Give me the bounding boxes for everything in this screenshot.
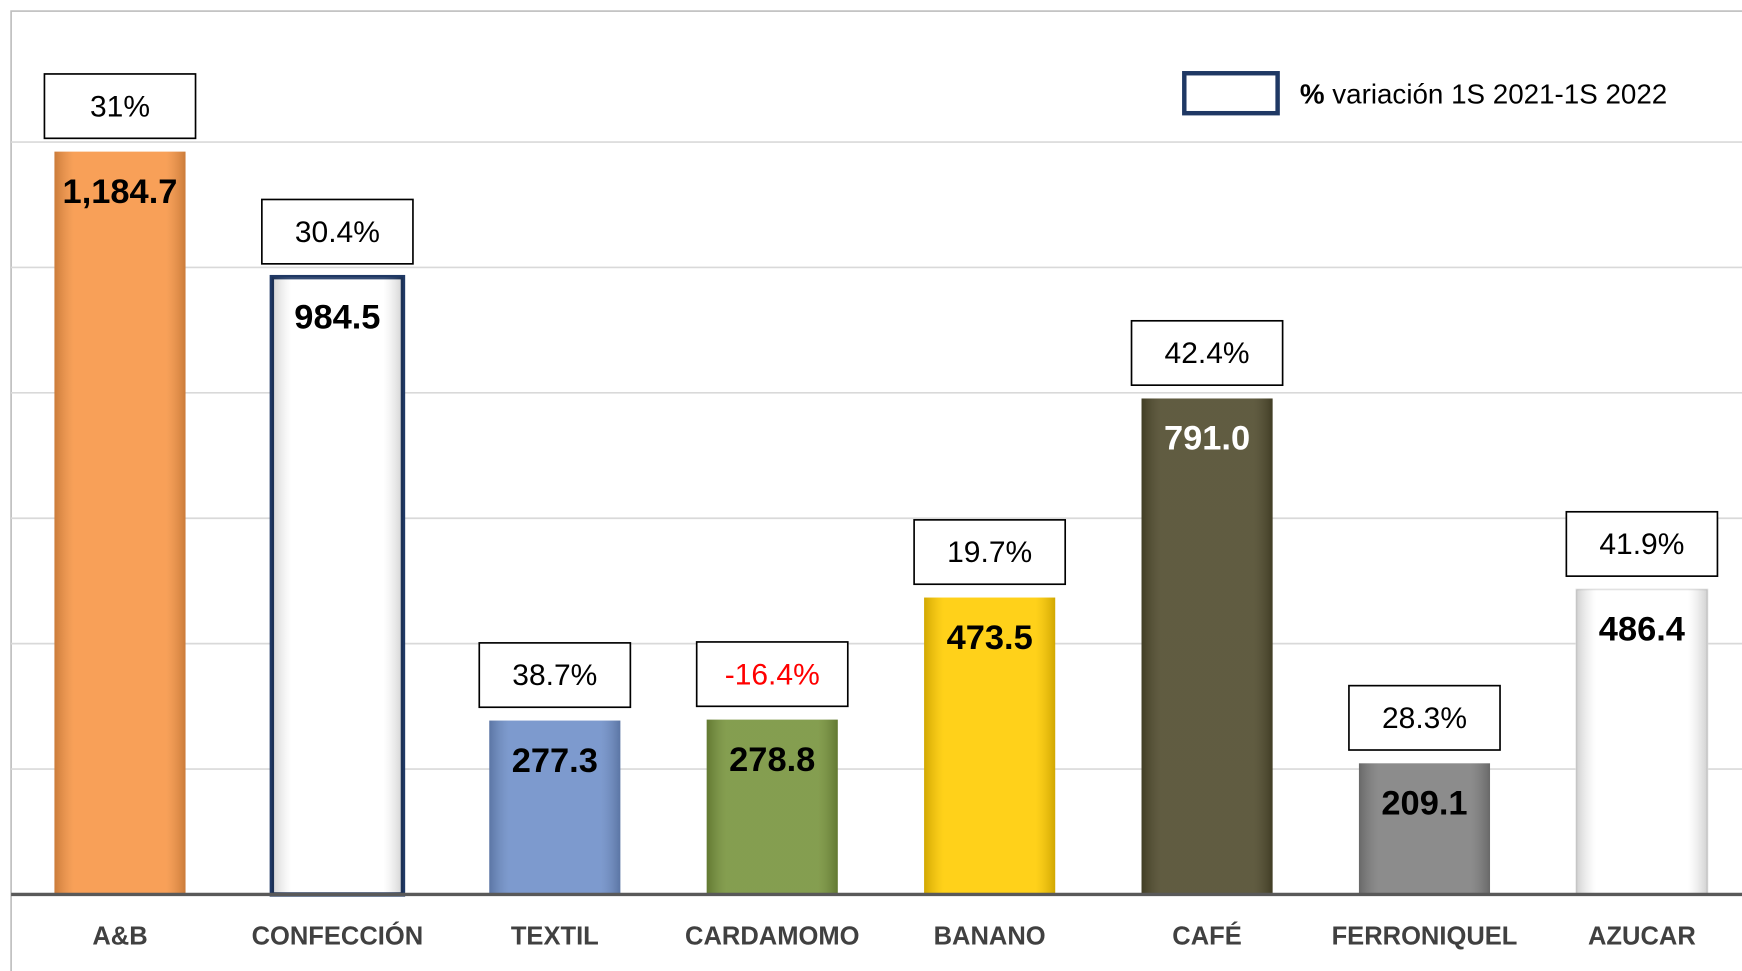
value-label: 277.3 <box>512 742 598 780</box>
annotation: 38.7% <box>512 659 597 692</box>
value-label: 984.5 <box>294 298 380 336</box>
value-label: 791.0 <box>1164 420 1250 458</box>
x-tick-label: A&B <box>92 922 147 950</box>
annotation: 42.4% <box>1165 337 1250 370</box>
value-label: 486.4 <box>1599 611 1685 649</box>
chart: 1,184.7 31% 984.5 30.4% 277.3 38.7% 278.8 -16.4… <box>0 0 1742 971</box>
x-tick-label: CARDAMOMO <box>685 922 859 950</box>
legend-text: variación 1S 2021-1S 2022 <box>1332 79 1667 110</box>
x-tick-label: CONFECCIÓN <box>252 920 424 950</box>
annotation: 30.4% <box>295 216 380 249</box>
value-label: 1,184.7 <box>63 173 178 211</box>
x-tick-label: TEXTIL <box>511 922 599 950</box>
x-tick-label: CAFÉ <box>1172 921 1242 950</box>
legend-symbol: % <box>1300 79 1325 110</box>
annotation: 19.7% <box>947 536 1032 569</box>
legend-swatch <box>1184 73 1277 113</box>
value-label: 209.1 <box>1381 785 1467 823</box>
value-label: 473.5 <box>947 619 1033 657</box>
value-label: 278.8 <box>729 741 815 779</box>
annotation: 31% <box>90 90 150 123</box>
bar-shade <box>54 152 185 895</box>
x-tick-label: BANANO <box>934 922 1046 950</box>
x-tick-label: AZUCAR <box>1588 922 1696 950</box>
bar-shade <box>1142 398 1273 894</box>
annotation: 28.3% <box>1382 702 1467 735</box>
legend-label: % variación 1S 2021-1S 2022 <box>1300 79 1667 110</box>
annotation: 41.9% <box>1599 528 1684 561</box>
x-tick-label: FERRONIQUEL <box>1332 922 1518 950</box>
bar-shade <box>272 277 403 894</box>
annotation: -16.4% <box>725 658 820 691</box>
bar-shade <box>1359 763 1490 894</box>
